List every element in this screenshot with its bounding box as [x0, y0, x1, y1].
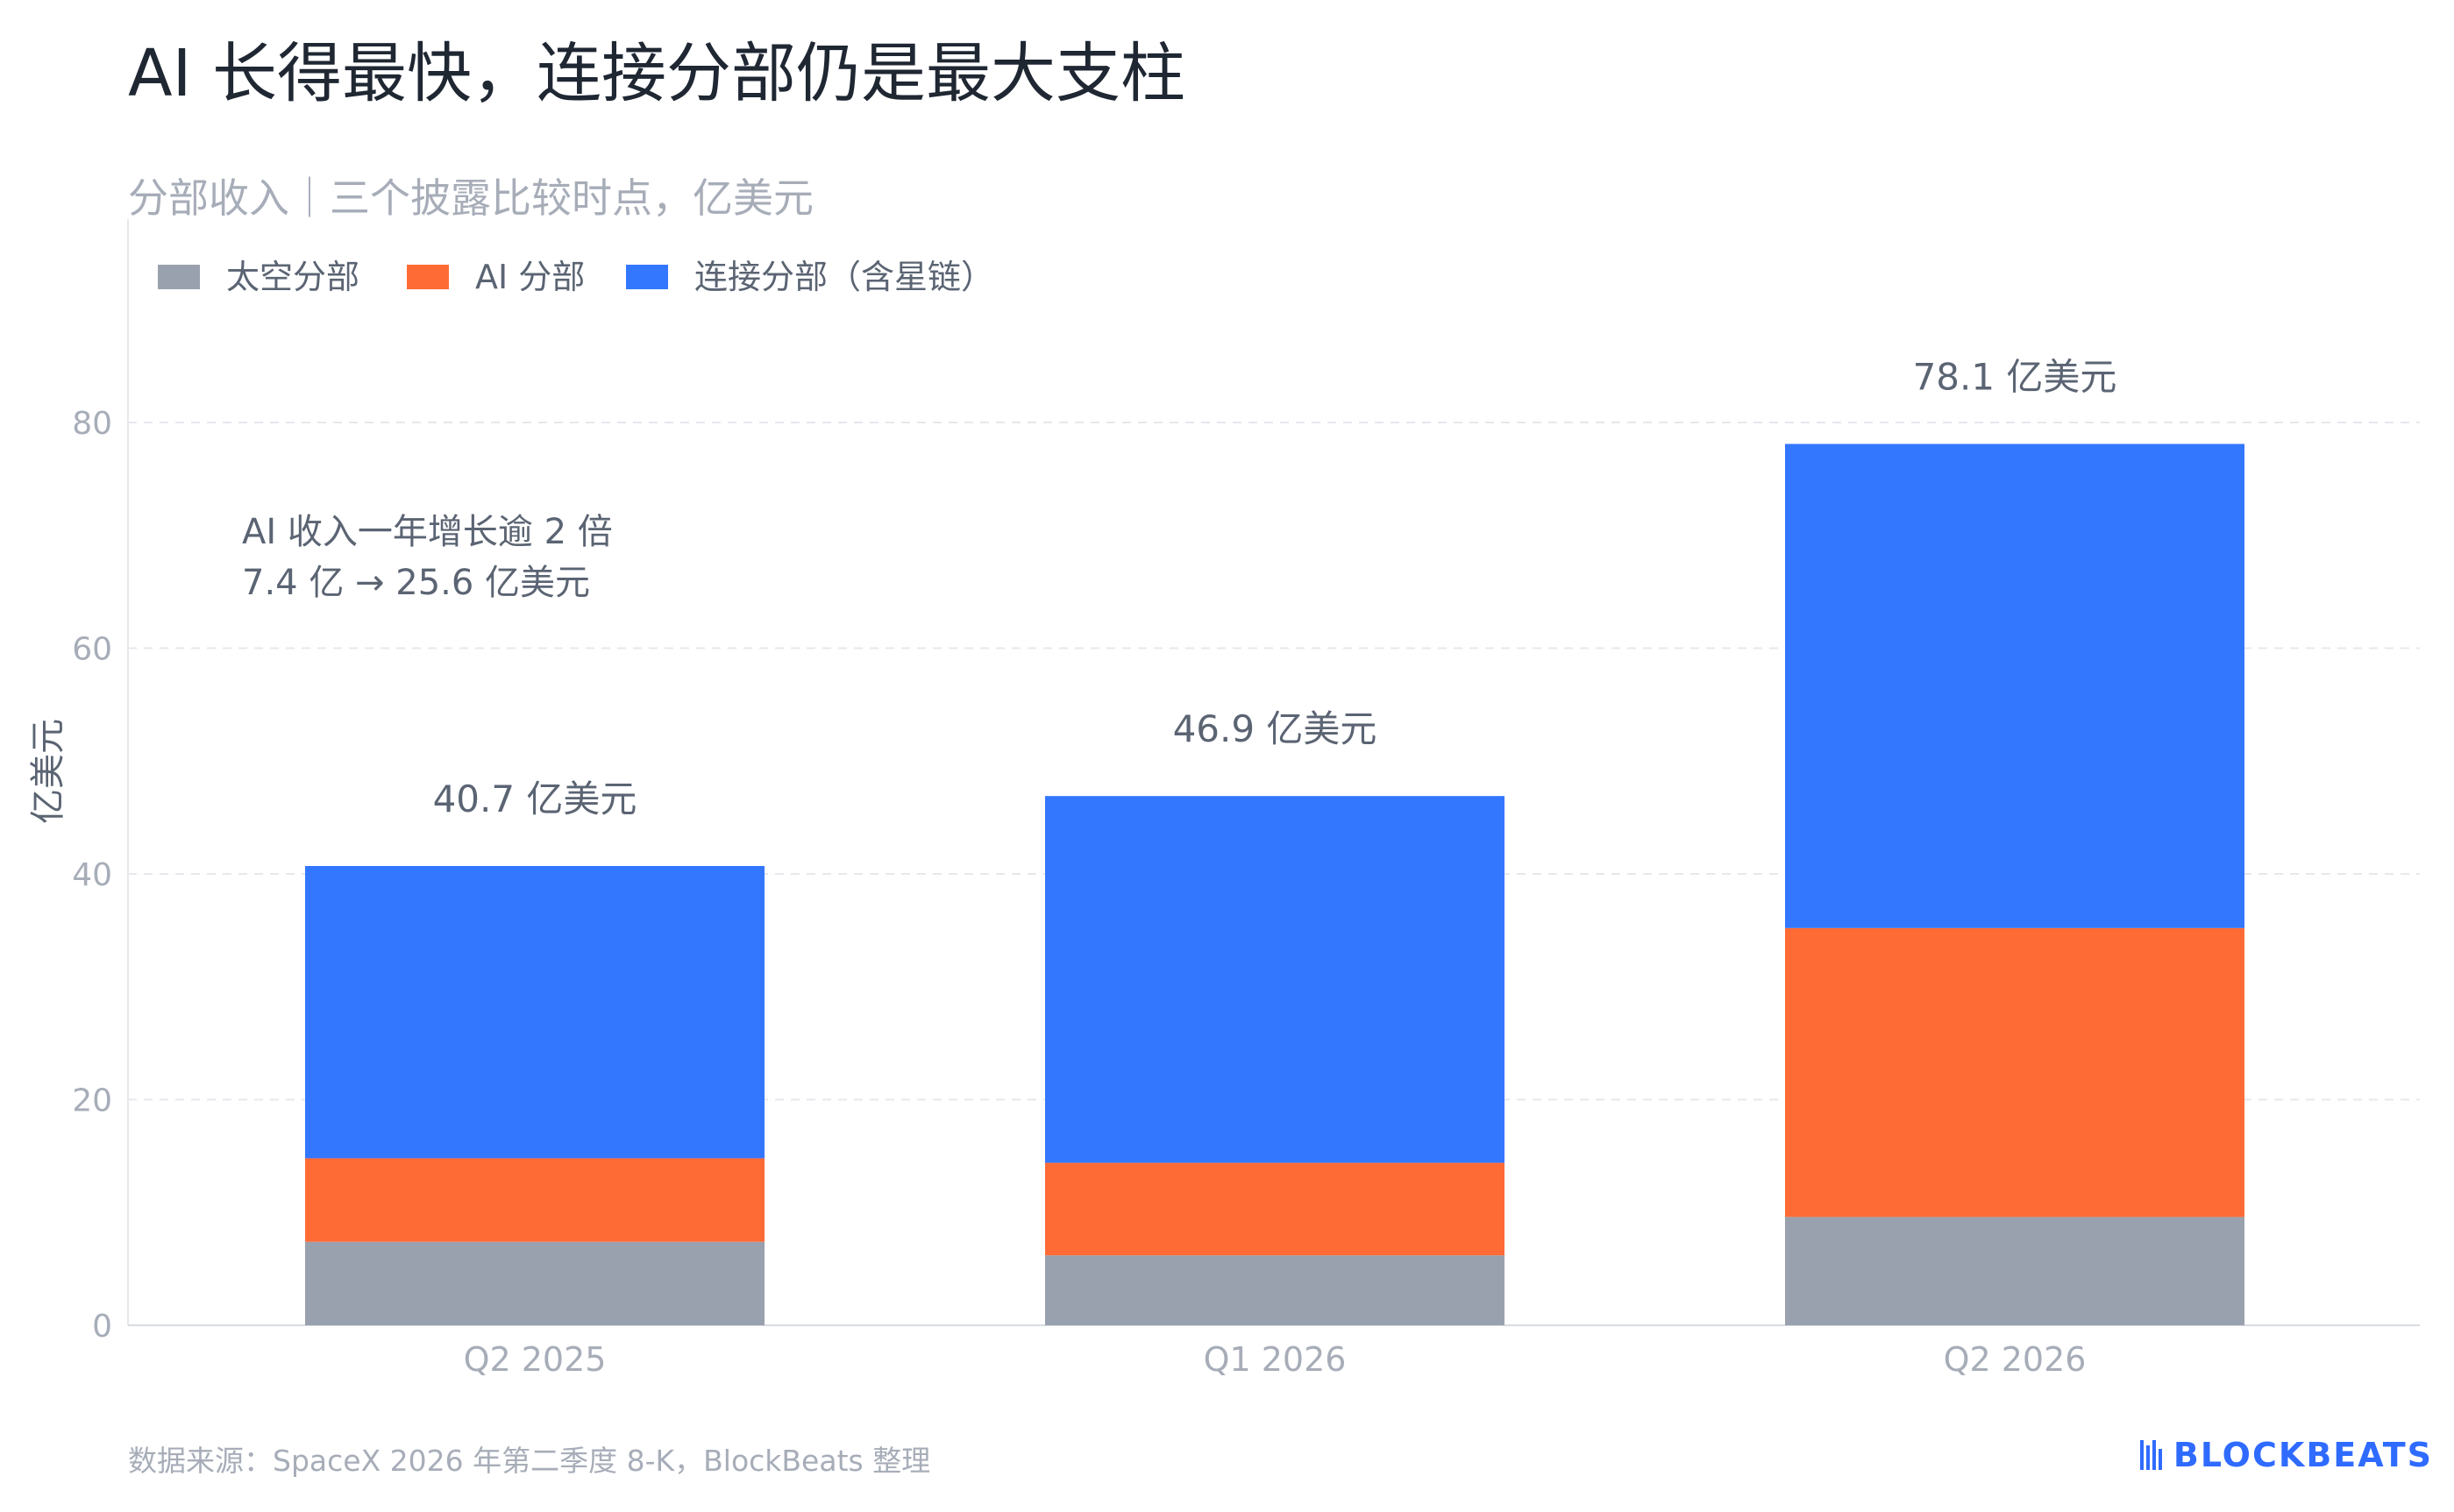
bar-segment [1045, 1162, 1504, 1256]
y-axis-title: 亿美元 [28, 719, 68, 824]
total-label: 40.7 亿美元 [433, 777, 637, 820]
legend-swatch [626, 265, 668, 289]
stacked-bar-chart: 0 20 40 60 80 亿美元 Q2 2025 40.7 亿美元 Q1 2026 46.9 亿… [28, 219, 2420, 1379]
brand-logo: BLOCKBEATS [2139, 1436, 2433, 1474]
bar-segment [1045, 1255, 1504, 1325]
annotation: AI 收入一年增长逾 2 倍 7.4 亿 → 25.6 亿美元 [242, 507, 613, 608]
chart-title: AI 长得最快，连接分部仍是最大支柱 [128, 36, 1185, 111]
y-tick-label: 0 [92, 1309, 112, 1345]
y-tick-label: 20 [72, 1083, 112, 1119]
bar-segment [1045, 796, 1504, 1163]
x-tick-label: Q2 2025 [464, 1340, 607, 1379]
bar-segment [1785, 927, 2244, 1217]
legend-label: AI 分部 [475, 258, 585, 296]
total-label: 46.9 亿美元 [1173, 707, 1377, 750]
legend-label: 太空分部 [226, 258, 359, 296]
y-tick-label: 40 [72, 857, 112, 893]
total-label: 78.1 亿美元 [1913, 355, 2117, 398]
legend-swatch [158, 265, 200, 289]
bar-segment [305, 1158, 765, 1242]
legend: 太空分部 AI 分部 连接分部（含星链） [158, 258, 994, 296]
brand-mark-icon [2139, 1440, 2162, 1470]
y-tick-label: 80 [72, 406, 112, 442]
bar-segment [305, 865, 765, 1159]
brand-name: BLOCKBEATS [2173, 1436, 2433, 1474]
annotation-line1: AI 收入一年增长逾 2 倍 [242, 512, 613, 552]
x-tick-label: Q2 2026 [1944, 1340, 2087, 1379]
legend-swatch [407, 265, 449, 289]
y-tick-label: 60 [72, 632, 112, 668]
bar-segment [1785, 1217, 2244, 1325]
labels: 0 20 40 60 80 亿美元 Q2 2025 40.7 亿美元 Q1 2026 46.9 亿… [28, 355, 2116, 1379]
legend-label: 连接分部（含星链） [694, 258, 994, 296]
chart-subtitle: 分部收入｜三个披露比较时点，亿美元 [128, 174, 814, 222]
source-note: 数据来源：SpaceX 2026 年第二季度 8-K，BlockBeats 整理 [128, 1444, 931, 1478]
bar-segment [1785, 444, 2244, 928]
annotation-line2: 7.4 亿 → 25.6 亿美元 [242, 563, 591, 603]
bars [305, 444, 2244, 1325]
bar-segment [305, 1241, 765, 1325]
x-tick-label: Q1 2026 [1204, 1340, 1347, 1379]
